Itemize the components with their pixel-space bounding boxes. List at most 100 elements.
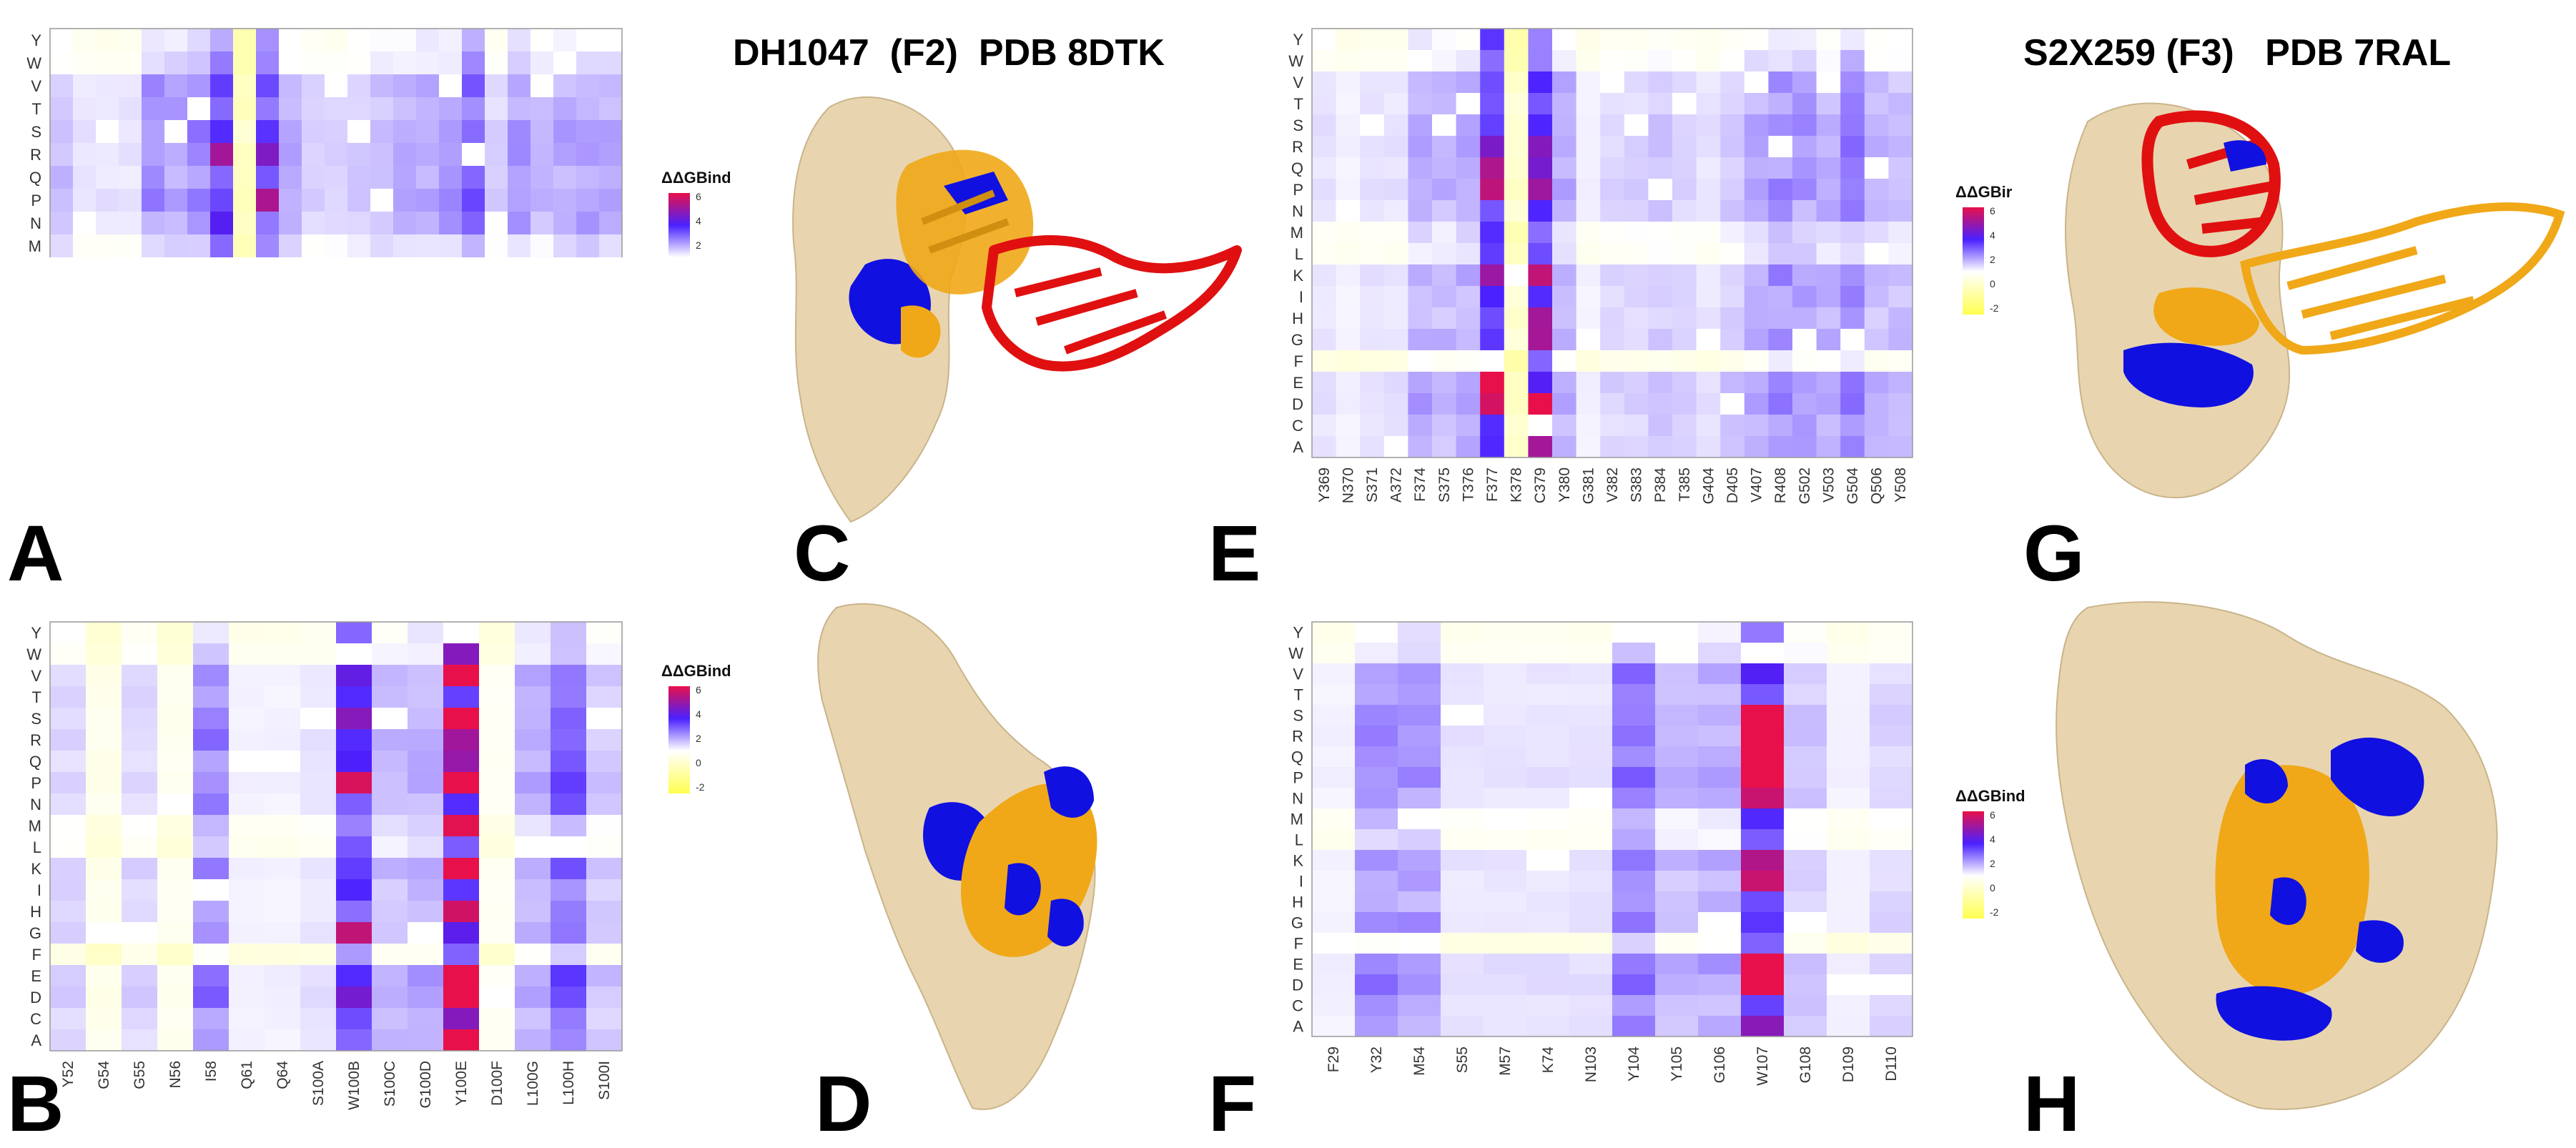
heatmap-cell — [1480, 329, 1505, 351]
heatmap-cell — [479, 793, 515, 816]
heatmap-cell — [1698, 746, 1742, 768]
y-tick-label: T — [32, 688, 41, 706]
y-tick-label: N — [30, 214, 41, 232]
heatmap-cell — [1792, 243, 1817, 265]
heatmap-cell — [1336, 415, 1361, 437]
heatmap-cell — [1827, 1016, 1870, 1037]
heatmap-cell — [96, 74, 119, 98]
heatmap-cell — [1816, 50, 1841, 72]
heatmap-cell — [1784, 808, 1827, 830]
heatmap-cell — [479, 1029, 515, 1051]
legend-colorbar — [1963, 811, 1984, 919]
heatmap-cell — [86, 858, 122, 880]
heatmap-cell — [1784, 663, 1827, 685]
heatmap-cell — [553, 51, 577, 75]
heatmap-cell — [1816, 393, 1841, 415]
heatmap-cell — [443, 965, 480, 987]
heatmap-cell — [164, 51, 188, 75]
x-tick-label: F377 — [1484, 467, 1501, 502]
heatmap-cell — [1744, 286, 1769, 308]
heatmap-cell — [1360, 157, 1385, 179]
y-tick-label: T — [1294, 686, 1303, 704]
heatmap-cell — [1569, 643, 1613, 664]
heatmap-cell — [408, 879, 444, 901]
heatmap-cell — [1888, 436, 1913, 458]
heatmap-cell — [479, 643, 515, 665]
heatmap-cell — [1408, 436, 1433, 458]
heatmap-cell — [1698, 808, 1742, 830]
legend-colorbar — [668, 193, 690, 257]
heatmap-cell — [1408, 243, 1433, 265]
heatmap-cell — [551, 708, 587, 730]
heatmap-cell — [193, 751, 230, 773]
x-tick-label: R408 — [1772, 467, 1789, 503]
heatmap-cell — [479, 858, 515, 880]
heatmap-cell — [336, 1029, 372, 1051]
heatmap-cell — [1624, 393, 1649, 415]
heatmap-cell — [1768, 50, 1793, 72]
x-tick-label: G106 — [1712, 1046, 1728, 1083]
heatmap-cell — [157, 986, 194, 1009]
heatmap-cell — [1441, 995, 1484, 1016]
heatmap-cell — [1312, 93, 1337, 115]
heatmap-cell — [50, 665, 87, 687]
heatmap-cell — [1720, 50, 1745, 72]
heatmap-cell — [96, 29, 119, 52]
heatmap-cell — [1408, 136, 1433, 158]
heatmap-cell — [1398, 974, 1441, 996]
heatmap-cell — [1600, 393, 1625, 415]
heatmap-cell — [1888, 222, 1913, 244]
heatmap-cell — [233, 166, 257, 189]
heatmap-cell — [1827, 788, 1870, 809]
heatmap-cell — [1741, 663, 1785, 685]
heatmap-cell — [1792, 329, 1817, 351]
heatmap-cell — [1840, 372, 1865, 394]
heatmap-cell — [1827, 746, 1870, 768]
heatmap-cell — [1840, 350, 1865, 372]
heatmap-cell — [443, 901, 480, 923]
heatmap-cell — [300, 944, 337, 966]
heatmap-cell — [86, 686, 122, 708]
heatmap-cell — [1569, 788, 1613, 809]
heatmap-cell — [347, 97, 371, 121]
heatmap-cell — [1456, 286, 1481, 308]
heatmap-cell — [1569, 767, 1613, 788]
heatmap-cell — [1768, 436, 1793, 458]
heatmap-cell — [1528, 393, 1553, 415]
x-tick-label: G108 — [1797, 1046, 1814, 1083]
heatmap-cell — [1569, 746, 1613, 768]
heatmap-cell — [1655, 643, 1699, 664]
heatmap-cell — [576, 51, 600, 75]
heatmap-cell — [1864, 71, 1889, 94]
heatmap-cell — [187, 212, 211, 235]
heatmap-cell — [586, 836, 623, 858]
heatmap-cell — [1600, 436, 1625, 458]
heatmap-cell — [1312, 436, 1337, 458]
heatmap-cell — [1336, 372, 1361, 394]
heatmap-cell — [515, 944, 551, 966]
heatmap-cell — [1696, 243, 1721, 265]
heatmap-cell — [1569, 1016, 1613, 1037]
heatmap-cell — [1600, 157, 1625, 179]
y-tick-label: Y — [31, 31, 41, 49]
heatmap-cell — [553, 74, 577, 98]
heatmap-cell — [462, 120, 485, 144]
heatmap-cell — [279, 143, 302, 167]
heatmap-cell — [462, 51, 485, 75]
heatmap-cell — [1398, 933, 1441, 954]
heatmap-cell — [393, 74, 417, 98]
x-tick-label: N370 — [1340, 467, 1356, 503]
heatmap-cell — [372, 751, 408, 773]
heatmap-cell — [1698, 643, 1742, 664]
y-tick-label: Q — [1291, 748, 1303, 766]
heatmap-cell — [1624, 222, 1649, 244]
y-tick-label: W — [26, 645, 41, 663]
heatmap-cell — [1696, 179, 1721, 201]
heatmap-cell — [1526, 974, 1570, 996]
heatmap-cell — [408, 1029, 444, 1051]
heatmap-cell — [485, 234, 508, 257]
y-tick-label: K — [1293, 267, 1303, 284]
heatmap-cell — [1655, 829, 1699, 851]
heatmap-cell — [1648, 286, 1673, 308]
heatmap-cell — [50, 944, 87, 966]
